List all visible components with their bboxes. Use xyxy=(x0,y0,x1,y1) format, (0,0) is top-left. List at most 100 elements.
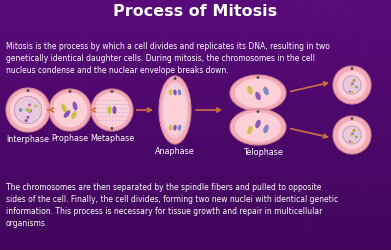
Bar xyxy=(0,23,391,24)
Bar xyxy=(0,34,391,35)
Bar xyxy=(0,204,391,205)
Bar xyxy=(0,106,391,107)
Bar xyxy=(0,109,391,110)
Bar xyxy=(0,161,391,162)
Ellipse shape xyxy=(108,106,111,114)
Bar xyxy=(0,206,391,207)
Circle shape xyxy=(351,132,353,134)
Ellipse shape xyxy=(159,76,191,144)
Text: Process of Mitosis: Process of Mitosis xyxy=(113,4,278,20)
Bar xyxy=(0,1,391,2)
Circle shape xyxy=(338,71,366,99)
Bar xyxy=(0,236,391,237)
Circle shape xyxy=(350,91,353,94)
Circle shape xyxy=(14,96,41,124)
Bar xyxy=(0,218,391,219)
Bar xyxy=(0,74,391,75)
Bar xyxy=(0,229,391,230)
Bar xyxy=(0,77,391,78)
Bar xyxy=(0,64,391,65)
Bar xyxy=(0,249,391,250)
Circle shape xyxy=(333,66,371,104)
Bar xyxy=(0,175,391,176)
Bar xyxy=(0,70,391,71)
Bar xyxy=(0,89,391,90)
Ellipse shape xyxy=(247,126,253,134)
Circle shape xyxy=(343,126,361,144)
Bar xyxy=(0,0,391,1)
Bar xyxy=(0,228,391,229)
Bar xyxy=(0,219,391,220)
Bar xyxy=(0,200,391,201)
Ellipse shape xyxy=(255,92,261,100)
Ellipse shape xyxy=(91,89,133,131)
Bar xyxy=(0,78,391,79)
Bar xyxy=(0,183,391,184)
Bar xyxy=(0,76,391,77)
Bar xyxy=(0,84,391,85)
Bar xyxy=(0,196,391,197)
Circle shape xyxy=(350,117,353,120)
Ellipse shape xyxy=(73,102,77,110)
Bar xyxy=(0,164,391,165)
Bar xyxy=(0,207,391,208)
Ellipse shape xyxy=(49,89,91,131)
Bar xyxy=(0,166,391,167)
Bar xyxy=(0,193,391,194)
Bar xyxy=(0,113,391,114)
Circle shape xyxy=(174,77,176,80)
Circle shape xyxy=(349,140,351,142)
Bar xyxy=(0,108,391,109)
Bar xyxy=(0,28,391,29)
Bar xyxy=(0,30,391,31)
Bar xyxy=(0,90,391,91)
Ellipse shape xyxy=(235,78,281,108)
Bar xyxy=(0,118,391,119)
Bar xyxy=(0,81,391,82)
Bar xyxy=(0,241,391,242)
Bar xyxy=(0,242,391,243)
Bar xyxy=(0,225,391,226)
Text: Telophase: Telophase xyxy=(243,148,283,157)
Bar xyxy=(0,222,391,223)
Bar xyxy=(0,94,391,95)
Bar xyxy=(0,199,391,200)
Bar xyxy=(0,186,391,187)
Ellipse shape xyxy=(53,93,87,127)
Circle shape xyxy=(353,80,355,82)
Bar xyxy=(0,223,391,224)
Bar xyxy=(0,82,391,83)
Circle shape xyxy=(352,83,354,85)
Bar xyxy=(0,192,391,193)
Bar xyxy=(0,224,391,225)
Bar xyxy=(0,68,391,69)
Bar xyxy=(0,123,391,124)
Bar xyxy=(0,142,391,143)
Circle shape xyxy=(352,133,354,135)
Bar xyxy=(0,107,391,108)
Bar xyxy=(0,195,391,196)
Bar xyxy=(0,41,391,42)
Circle shape xyxy=(27,89,29,92)
Bar xyxy=(0,214,391,215)
Bar xyxy=(0,170,391,171)
Bar xyxy=(0,105,391,106)
Ellipse shape xyxy=(113,106,117,114)
Ellipse shape xyxy=(169,89,172,95)
Bar xyxy=(0,212,391,213)
Bar xyxy=(0,216,391,217)
Bar xyxy=(0,232,391,233)
Bar xyxy=(0,217,391,218)
Bar xyxy=(0,73,391,74)
Circle shape xyxy=(27,116,29,119)
Circle shape xyxy=(350,67,353,70)
Bar xyxy=(0,144,391,145)
Bar xyxy=(0,213,391,214)
Bar xyxy=(0,139,391,140)
Bar xyxy=(0,9,391,10)
Bar xyxy=(0,53,391,54)
Circle shape xyxy=(29,109,32,112)
Bar xyxy=(0,55,391,56)
Bar xyxy=(0,18,391,19)
Bar xyxy=(0,110,391,111)
